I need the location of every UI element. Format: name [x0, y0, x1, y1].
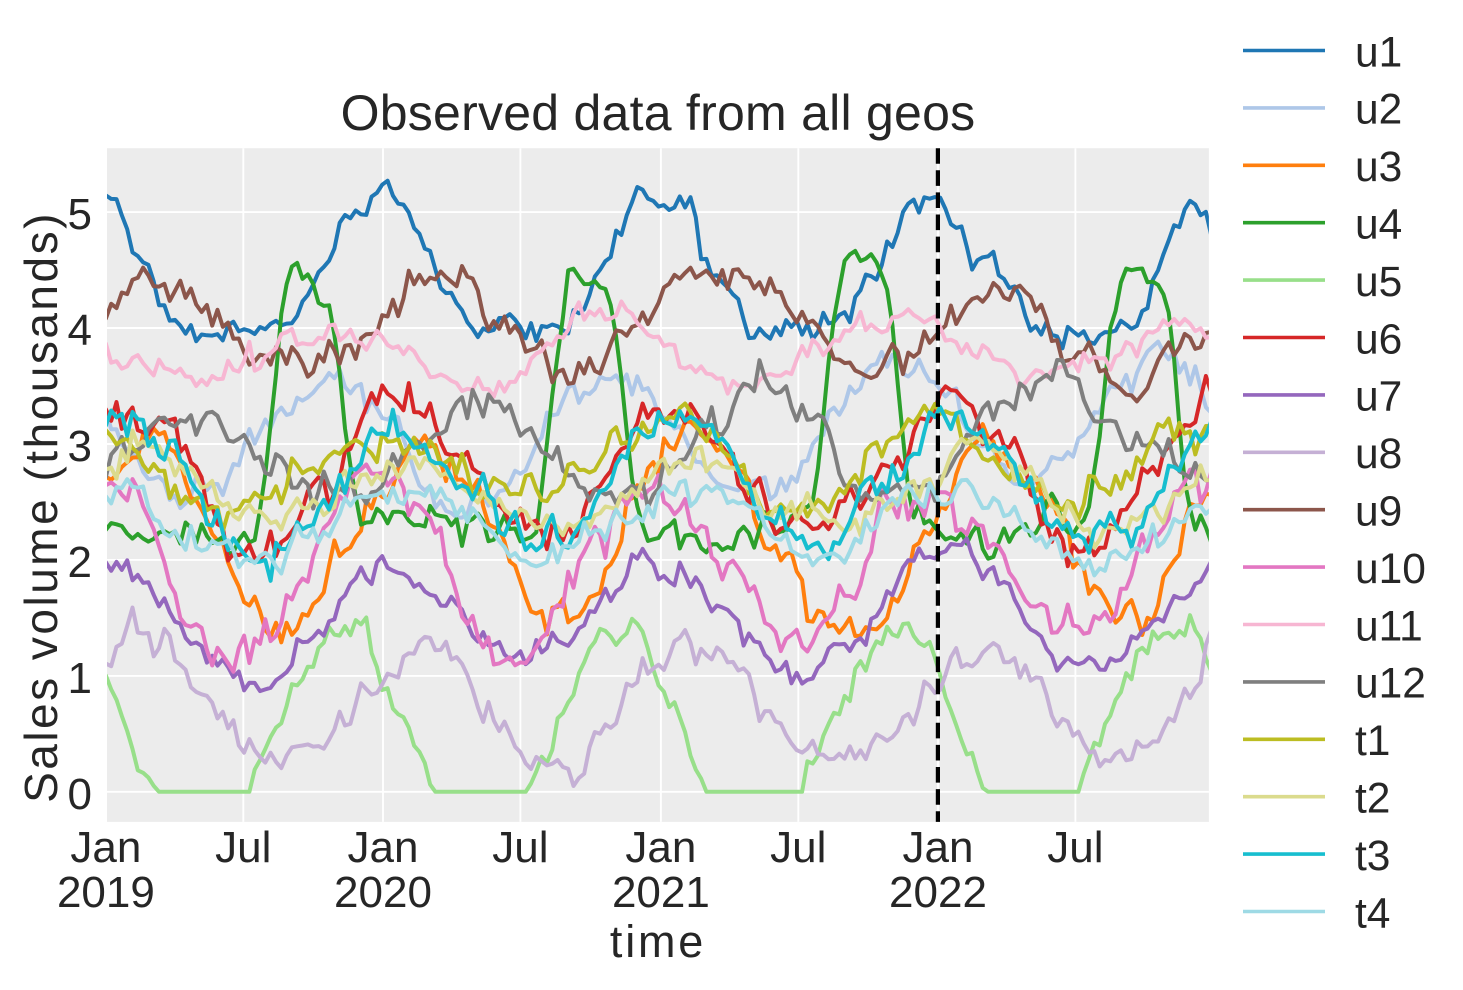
- svg-text:u5: u5: [1355, 259, 1402, 306]
- svg-text:4: 4: [68, 306, 92, 355]
- svg-text:3: 3: [68, 422, 92, 471]
- svg-text:u12: u12: [1355, 661, 1426, 708]
- svg-text:u8: u8: [1355, 431, 1402, 478]
- svg-text:Observed data from all geos: Observed data from all geos: [341, 85, 976, 141]
- svg-text:t2: t2: [1355, 776, 1390, 823]
- svg-text:u4: u4: [1355, 202, 1402, 249]
- svg-text:2: 2: [68, 538, 92, 587]
- svg-text:Jan: Jan: [348, 823, 419, 872]
- svg-text:Sales volume (thousands): Sales volume (thousands): [15, 211, 67, 803]
- svg-text:Jul: Jul: [770, 823, 826, 872]
- svg-text:t1: t1: [1355, 718, 1390, 765]
- svg-text:u9: u9: [1355, 489, 1402, 536]
- svg-text:Jan: Jan: [903, 823, 974, 872]
- svg-text:u2: u2: [1355, 87, 1402, 134]
- svg-text:t4: t4: [1355, 890, 1390, 937]
- svg-text:t3: t3: [1355, 833, 1390, 880]
- svg-text:u11: u11: [1355, 603, 1423, 650]
- svg-text:u7: u7: [1355, 374, 1402, 421]
- svg-text:0: 0: [68, 770, 92, 819]
- svg-text:u6: u6: [1355, 316, 1402, 363]
- svg-text:Jan: Jan: [70, 823, 141, 872]
- svg-text:Jan: Jan: [625, 823, 696, 872]
- svg-text:Jul: Jul: [1047, 823, 1103, 872]
- svg-text:5: 5: [68, 190, 92, 239]
- svg-text:u10: u10: [1355, 546, 1426, 593]
- svg-text:u1: u1: [1355, 29, 1402, 76]
- svg-text:2020: 2020: [334, 868, 432, 917]
- svg-text:2022: 2022: [889, 868, 987, 917]
- svg-text:2019: 2019: [57, 868, 155, 917]
- svg-text:Jul: Jul: [492, 823, 548, 872]
- svg-text:u3: u3: [1355, 144, 1402, 191]
- svg-text:time: time: [610, 916, 706, 967]
- svg-text:Jul: Jul: [215, 823, 271, 872]
- svg-text:2021: 2021: [612, 868, 710, 917]
- svg-text:1: 1: [68, 654, 92, 703]
